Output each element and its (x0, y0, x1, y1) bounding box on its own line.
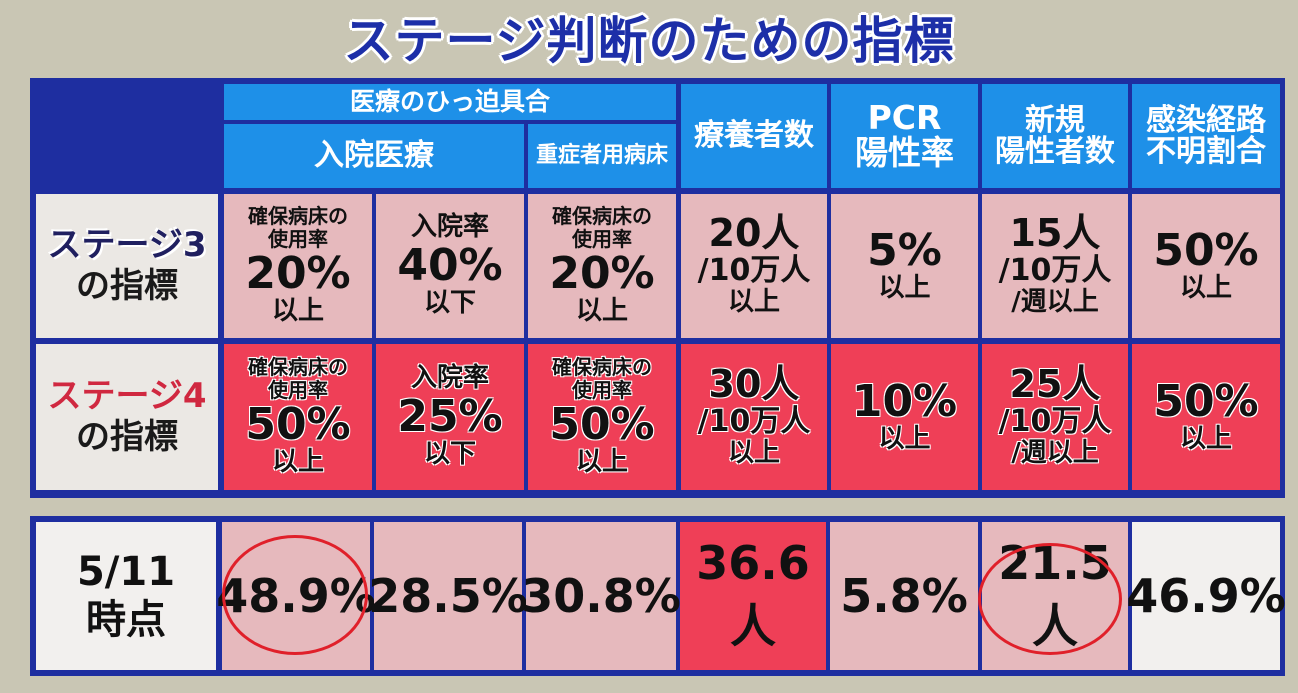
stage3-severe-value: 20% (549, 247, 655, 299)
stage3-pcr-value: 5% (867, 224, 942, 276)
stage3-recup-per: /10万人 (697, 252, 811, 288)
stage3-new-per: /10万人 (998, 252, 1112, 288)
stage4-severe-caption2: 使用率 (572, 377, 632, 402)
stage4-admission-value: 25% (397, 390, 503, 442)
stage4-pcr-value: 10% (851, 375, 958, 427)
stage4-bed-usage-cond: 以上 (271, 447, 324, 478)
stage4-label: ステージ4 の指標 (36, 344, 218, 490)
stage4-recuperating: 30人 /10万人 以上 (681, 344, 827, 490)
header-new-line2: 陽性者数 (995, 134, 1115, 169)
stage3-label-line1: ステージ3 (47, 225, 207, 266)
current-pcr: 5.8% (830, 522, 978, 670)
header-new-line1: 新規 (1025, 102, 1085, 138)
current-date-label: 5/11 時点 (36, 522, 216, 670)
stage3-new-value: 15人 (1009, 210, 1101, 255)
stage4-admission-cond: 以下 (423, 439, 476, 470)
header-pcr-line1: PCR (867, 98, 942, 138)
stage3-admission-rate: 入院率 40% 以下 (376, 194, 524, 338)
header-severe-beds: 重症者用病床 (528, 124, 676, 188)
stage4-admission-caption: 入院率 (410, 363, 489, 394)
stage3-bed-usage-caption2: 使用率 (268, 226, 328, 251)
stage3-label: ステージ3 の指標 (36, 194, 218, 338)
stage3-admission-cond: 以下 (423, 288, 476, 319)
stage3-unknown-cond: 以上 (1179, 273, 1232, 304)
stage3-new-positives: 15人 /10万人 /週以上 (982, 194, 1128, 338)
stage4-new-per: /10万人 (998, 403, 1112, 439)
header-unknown-line2: 不明割合 (1146, 134, 1266, 169)
stage3-admission-value: 40% (397, 239, 503, 291)
stage3-bed-usage-cond: 以上 (271, 296, 324, 327)
stage4-bed-usage-value: 50% (245, 398, 351, 450)
current-unknown-route: 46.9% (1126, 522, 1286, 670)
stage4-unknown-cond: 以上 (1179, 424, 1232, 455)
highlight-circle-bed-usage (222, 535, 368, 655)
highlight-circle-new-positives (978, 543, 1122, 655)
stage4-recup-per: /10万人 (697, 403, 811, 439)
stage3-recup-cond: 以上 (727, 287, 780, 318)
stage3-recup-value: 20人 (708, 210, 800, 255)
current-date-line2: 時点 (86, 597, 166, 643)
header-unknown-line1: 感染経路 (1146, 102, 1266, 138)
stage3-severe-cond: 以上 (575, 296, 628, 327)
stage4-label-line1: ステージ4 (47, 376, 207, 417)
stage3-bed-usage-value: 20% (245, 247, 351, 299)
stage3-unknown-route: 50% 以上 (1132, 194, 1280, 338)
stage4-severe-value: 50% (549, 398, 655, 450)
stage4-label-line2: の指標 (76, 417, 178, 457)
stage4-severe-beds: 確保病床の 使用率 50% 以上 (528, 344, 676, 490)
stage4-admission-rate: 入院率 25% 以下 (376, 344, 524, 490)
stage3-severe-caption2: 使用率 (572, 226, 632, 251)
stage3-pcr-cond: 以上 (878, 273, 931, 304)
stage4-severe-caption1: 確保病床の (552, 354, 652, 379)
current-date-line1: 5/11 (76, 549, 176, 595)
current-recuperating: 36.6人 (680, 522, 826, 670)
stage4-unknown-value: 50% (1153, 375, 1259, 427)
header-pcr-line2: 陽性率 (855, 133, 954, 172)
current-severe-beds: 30.8% (521, 522, 681, 670)
current-admission-rate: 28.5% (368, 522, 528, 670)
header-pcr-positivity: PCR 陽性率 (831, 84, 978, 188)
stage4-new-cond: /週以上 (1011, 438, 1099, 469)
stage4-recup-cond: 以上 (727, 438, 780, 469)
stage4-unknown-route: 50% 以上 (1132, 344, 1280, 490)
stage4-new-positives: 25人 /10万人 /週以上 (982, 344, 1128, 490)
header-recuperating: 療養者数 (681, 84, 827, 188)
stage4-recup-value: 30人 (708, 361, 800, 406)
stage4-bed-usage-caption1: 確保病床の (248, 354, 348, 379)
stage4-pcr: 10% 以上 (831, 344, 978, 490)
stage3-new-cond: /週以上 (1011, 287, 1099, 318)
header-unknown-route: 感染経路 不明割合 (1132, 84, 1280, 188)
stage3-pcr: 5% 以上 (831, 194, 978, 338)
stage3-bed-usage-caption1: 確保病床の (248, 203, 348, 228)
stage3-unknown-value: 50% (1153, 224, 1259, 276)
stage4-new-value: 25人 (1009, 361, 1101, 406)
stage4-bed-usage-caption2: 使用率 (268, 377, 328, 402)
header-group-medical-strain: 医療のひっ迫具合 (224, 84, 676, 120)
stage3-bed-usage: 確保病床の 使用率 20% 以上 (224, 194, 372, 338)
stage3-severe-caption1: 確保病床の (552, 203, 652, 228)
stage4-pcr-cond: 以上 (878, 424, 931, 455)
header-hospital-care: 入院医療 (224, 124, 524, 188)
stage3-severe-beds: 確保病床の 使用率 20% 以上 (528, 194, 676, 338)
stage4-bed-usage: 確保病床の 使用率 50% 以上 (224, 344, 372, 490)
page-title: ステージ判断のための指標 (343, 12, 955, 70)
stage3-admission-caption: 入院率 (410, 212, 489, 243)
stage3-label-line2: の指標 (76, 266, 178, 306)
stage3-recuperating: 20人 /10万人 以上 (681, 194, 827, 338)
stage4-severe-cond: 以上 (575, 447, 628, 478)
header-new-positives: 新規 陽性者数 (982, 84, 1128, 188)
